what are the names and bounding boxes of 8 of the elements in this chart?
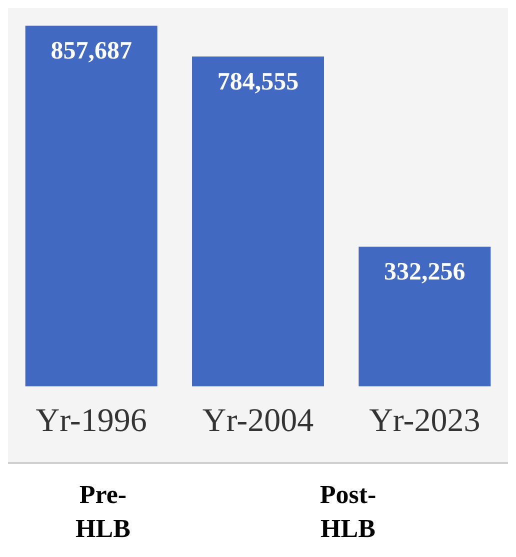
x-tick-label: Yr-2023 xyxy=(369,402,480,439)
data-label: 332,256 xyxy=(384,258,466,286)
x-tick-label: Yr-2004 xyxy=(202,402,314,439)
data-label: 784,555 xyxy=(217,68,299,96)
text: Post-HLB xyxy=(318,479,378,545)
text: Pre-HLB xyxy=(74,479,132,545)
data-label: 857,687 xyxy=(50,38,132,65)
x-tick-label: Yr-1996 xyxy=(36,402,147,439)
